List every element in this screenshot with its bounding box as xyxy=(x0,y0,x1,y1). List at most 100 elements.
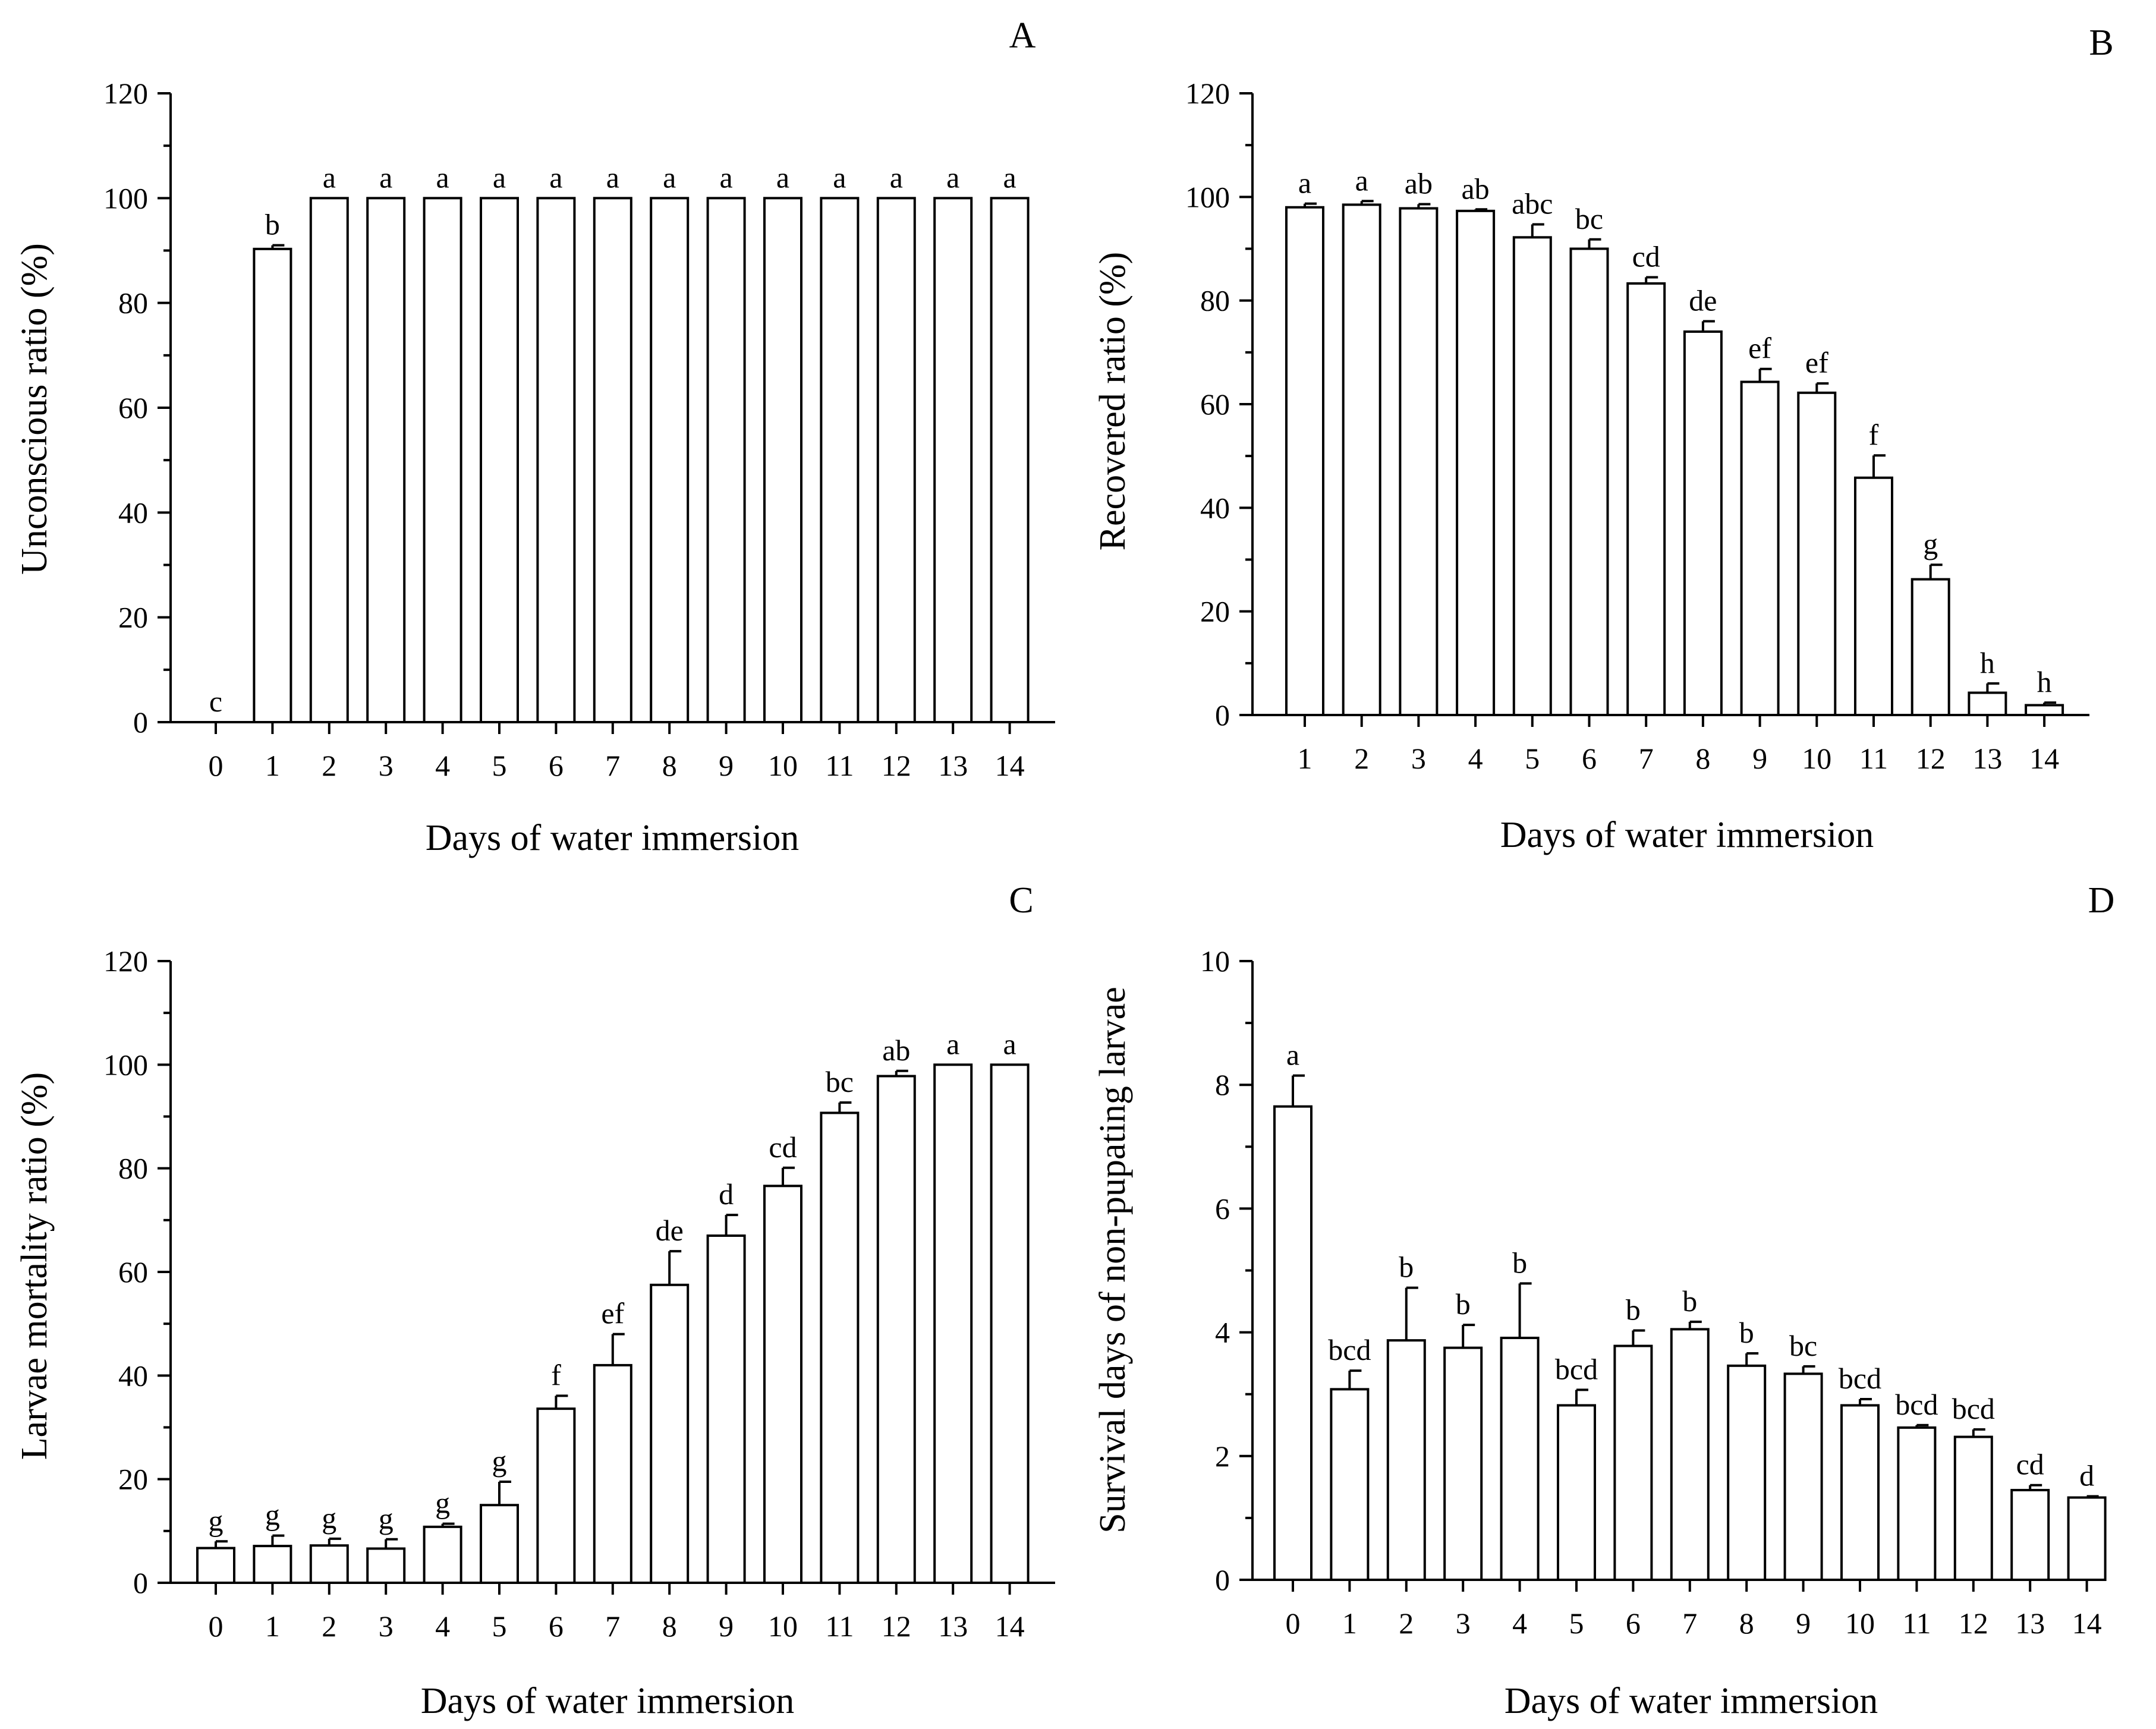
x-tick-label-b: 6 xyxy=(1582,742,1597,775)
bar-b xyxy=(1911,578,1950,717)
bar-b xyxy=(1342,203,1381,716)
x-tick-label-b: 5 xyxy=(1525,742,1540,775)
bar-a xyxy=(933,197,973,724)
y-tick-label-b: 100 xyxy=(1185,180,1230,213)
bar-d xyxy=(1670,1328,1710,1582)
bar-d xyxy=(2010,1489,2050,1581)
bar-c xyxy=(309,1544,349,1584)
significance-label-d: bcd xyxy=(1328,1333,1371,1366)
significance-label-c: f xyxy=(551,1358,561,1391)
significance-label-a: a xyxy=(323,160,336,194)
bar-d xyxy=(1386,1339,1426,1582)
significance-label-c: d xyxy=(719,1177,734,1211)
significance-label-a: a xyxy=(1003,160,1016,194)
significance-label-a: a xyxy=(776,160,789,194)
y-tick-label-b: 0 xyxy=(1215,698,1230,732)
y-tick-label-b: 120 xyxy=(1185,77,1230,110)
significance-label-a: c xyxy=(209,685,222,718)
significance-label-c: de xyxy=(656,1214,684,1247)
x-tick-label-c: 14 xyxy=(995,1610,1025,1643)
bar-d xyxy=(1783,1372,1823,1581)
x-tick-label-c: 13 xyxy=(938,1610,968,1643)
y-tick-label-a: 20 xyxy=(118,601,148,634)
y-tick-label-c: 80 xyxy=(118,1152,148,1185)
significance-label-b: f xyxy=(1869,418,1879,451)
significance-label-d: b xyxy=(1456,1287,1471,1321)
significance-label-d: d xyxy=(2079,1459,2094,1492)
x-tick-label-d: 12 xyxy=(1959,1607,1988,1640)
bar-c xyxy=(933,1063,973,1585)
significance-label-d: bcd xyxy=(1952,1392,1995,1425)
panel-letter-c: C xyxy=(1009,880,1033,921)
bar-a xyxy=(423,197,462,724)
x-tick-label-d: 11 xyxy=(1902,1607,1931,1640)
significance-label-d: bc xyxy=(1789,1329,1817,1362)
x-tick-label-b: 2 xyxy=(1354,742,1369,775)
significance-label-c: a xyxy=(1003,1027,1016,1060)
x-tick-label-a: 2 xyxy=(322,749,336,782)
significance-label-c: g xyxy=(322,1501,336,1535)
x-tick-label-a: 1 xyxy=(265,749,280,782)
bar-b xyxy=(1569,247,1609,716)
bar-d xyxy=(1443,1346,1483,1581)
x-tick-label-c: 1 xyxy=(265,1610,280,1643)
x-tick-label-a: 0 xyxy=(209,749,224,782)
x-tick-label-d: 10 xyxy=(1845,1607,1875,1640)
bar-b xyxy=(1968,691,2007,716)
bar-c xyxy=(366,1547,406,1584)
significance-label-b: bc xyxy=(1575,202,1603,235)
significance-label-d: b xyxy=(1626,1293,1641,1326)
x-axis-title-c: Days of water immersion xyxy=(421,1681,794,1721)
bar-c xyxy=(763,1185,802,1584)
x-tick-label-c: 5 xyxy=(492,1610,507,1643)
significance-label-c: g xyxy=(265,1498,280,1532)
y-axis-title-d: Survival days of non-pupating larvae xyxy=(1093,987,1133,1533)
significance-label-a: b xyxy=(265,208,280,241)
bar-b xyxy=(1740,380,1780,716)
y-tick-label-d: 10 xyxy=(1200,944,1230,978)
bar-a xyxy=(876,197,916,724)
significance-label-b: h xyxy=(2037,665,2052,698)
bar-d xyxy=(1727,1364,1767,1581)
bar-d xyxy=(1330,1388,1370,1582)
y-tick-label-c: 0 xyxy=(133,1566,148,1599)
x-tick-label-d: 5 xyxy=(1569,1607,1584,1640)
bar-b xyxy=(1854,476,1893,716)
significance-label-b: ab xyxy=(1405,167,1433,200)
x-tick-label-a: 4 xyxy=(435,749,450,782)
bar-b xyxy=(1683,330,1723,716)
significance-label-c: ab xyxy=(882,1034,910,1067)
bar-b xyxy=(1797,391,1837,716)
y-tick-label-a: 40 xyxy=(118,496,148,529)
x-tick-label-b: 7 xyxy=(1639,742,1654,775)
x-tick-label-a: 6 xyxy=(549,749,564,782)
panel-b: B 0 20 40 60 80 100 120 1 a 2 a 3 ab 4 ab 5 abc 6 bc 7 cd 8 de… xyxy=(1093,23,2114,855)
bar-b xyxy=(1456,209,1496,716)
significance-label-c: ef xyxy=(601,1297,624,1330)
plot-area-d: 0 2 4 6 8 10 0 a 1 bcd 2 b 3 b 4 b 5 bcd 6 b 7 b 8 b 9 bc 10 bcd 11 b… xyxy=(1200,944,2107,1640)
bar-d xyxy=(2067,1496,2107,1582)
x-tick-label-a: 13 xyxy=(938,749,968,782)
significance-label-a: a xyxy=(946,160,959,194)
bar-a xyxy=(990,197,1030,724)
significance-label-a: a xyxy=(890,160,903,194)
significance-label-b: ab xyxy=(1461,172,1489,205)
x-tick-label-a: 12 xyxy=(882,749,911,782)
y-tick-label-b: 40 xyxy=(1200,491,1230,524)
bar-b xyxy=(1512,236,1552,717)
y-tick-label-d: 6 xyxy=(1215,1192,1230,1225)
x-tick-label-d: 0 xyxy=(1286,1607,1301,1640)
x-tick-label-b: 4 xyxy=(1468,742,1483,775)
x-tick-label-a: 8 xyxy=(662,749,677,782)
panel-letter-b: B xyxy=(2089,23,2113,63)
x-tick-label-a: 14 xyxy=(995,749,1025,782)
significance-label-c: g xyxy=(209,1504,224,1537)
significance-label-a: a xyxy=(379,160,392,194)
y-tick-label-b: 20 xyxy=(1200,595,1230,628)
bar-d xyxy=(1953,1435,1993,1582)
bar-d xyxy=(1500,1336,1540,1581)
x-tick-label-d: 4 xyxy=(1512,1607,1527,1640)
bar-b xyxy=(1399,207,1439,716)
y-tick-label-d: 2 xyxy=(1215,1440,1230,1473)
x-tick-label-a: 7 xyxy=(605,749,620,782)
